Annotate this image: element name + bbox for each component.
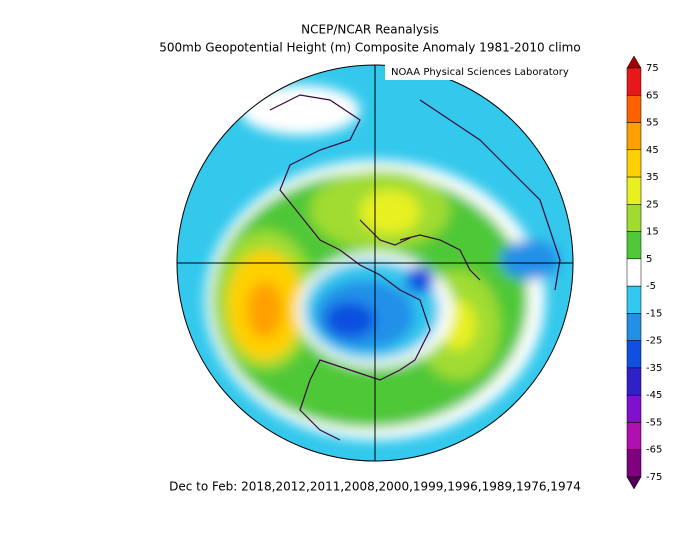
colorbar-tick-label: -45 [646, 390, 662, 401]
colorbar-triangle [626, 55, 642, 69]
colorbar-segment [626, 422, 642, 450]
colorbar-tick-label: 65 [646, 90, 659, 101]
subtitle: 500mb Geopotential Height (m) Composite … [159, 41, 580, 55]
anomaly-field [177, 65, 573, 461]
colorbar-tick-label: -75 [646, 472, 662, 483]
colorbar-tick-label: -55 [646, 417, 662, 428]
colorbar-tick-label: -65 [646, 445, 662, 456]
title: NCEP/NCAR Reanalysis [301, 23, 439, 37]
colorbar-triangle [626, 476, 642, 490]
colorbar-segment [626, 176, 642, 205]
colorbar-tick-label: 5 [646, 254, 652, 265]
colorbar-segment [626, 95, 642, 123]
coastlines [269, 94, 561, 441]
colorbar: 75 65 55 45 35 25 15 5 -5 -15 -25 -35 -45 -55 -65 -75 [626, 55, 662, 490]
colorbar-segment [626, 204, 642, 232]
colorbar-segment [626, 394, 642, 423]
colorbar-segment [626, 149, 642, 178]
colorbar-tick-label: -5 [646, 281, 656, 292]
credit: NOAA Physical Sciences Laboratory [391, 67, 569, 78]
colorbar-segment [626, 258, 642, 287]
colorbar-segment [626, 367, 642, 396]
colorbar-tick-label: 35 [646, 172, 659, 183]
colorbar-segment [626, 340, 642, 369]
colorbar-tick-label: 25 [646, 199, 659, 210]
colorbar-segment [626, 122, 642, 151]
colorbar-tick-label: 15 [646, 227, 659, 238]
colorbar-segment [626, 449, 642, 478]
colorbar-tick-label: -35 [646, 363, 662, 374]
credit-box [385, 64, 575, 80]
colorbar-segment [626, 285, 642, 314]
colorbar-tick-label: 45 [646, 145, 659, 156]
footer: Dec to Feb: 2018,2012,2011,2008,2000,199… [169, 480, 581, 494]
colorbar-tick-label: -15 [646, 308, 662, 319]
colorbar-tick-label: -25 [646, 336, 662, 347]
colorbar-segment [626, 231, 642, 260]
colorbar-tick-label: 75 [646, 63, 659, 74]
colorbar-tick-label: 55 [646, 118, 659, 129]
colorbar-segment [626, 313, 642, 341]
colorbar-segment [626, 67, 642, 96]
